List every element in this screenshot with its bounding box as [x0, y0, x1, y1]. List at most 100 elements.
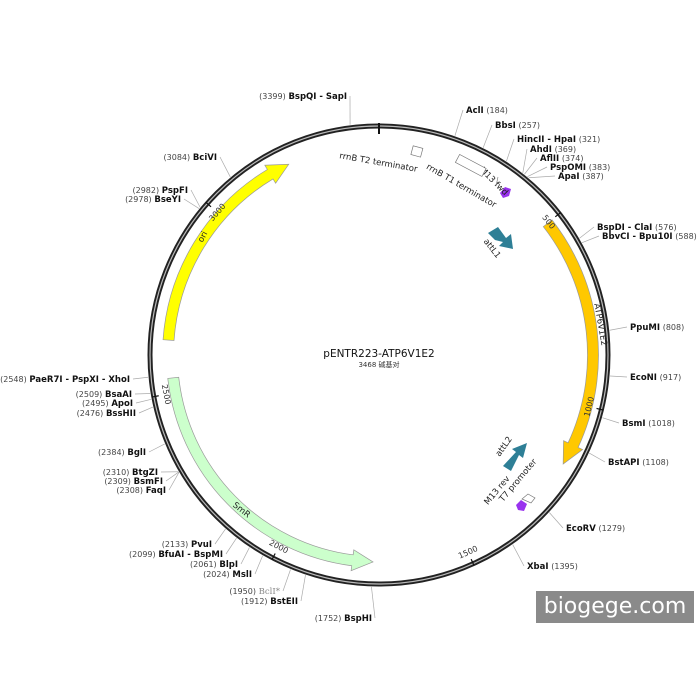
- restriction-site[interactable]: (2310) BtgZI: [103, 468, 179, 478]
- site-leader-line: [482, 124, 493, 148]
- restriction-site[interactable]: (2133) PvuI: [162, 528, 226, 550]
- site-label[interactable]: (1912) BstEII: [241, 597, 298, 607]
- site-position: (1018): [648, 419, 675, 428]
- site-label[interactable]: (2476) BssHII: [77, 409, 136, 419]
- restriction-site[interactable]: (2308) FaqI: [116, 472, 180, 496]
- restriction-site[interactable]: PspOMI (383): [527, 163, 610, 177]
- feature-attl1[interactable]: attL1: [481, 227, 513, 261]
- restriction-site[interactable]: (3084) BciVI: [164, 153, 231, 178]
- site-label[interactable]: BbsI (257): [495, 121, 540, 131]
- feature-rrnb-t1-terminator[interactable]: rrnB T1 terminator: [424, 153, 498, 211]
- restriction-site[interactable]: AflII (374): [524, 154, 583, 175]
- site-position: (2133): [162, 540, 189, 549]
- site-name: AhdI: [530, 145, 552, 155]
- restriction-site[interactable]: (2309) BsmFI: [104, 471, 179, 487]
- restriction-site[interactable]: (2099) BfuAI - BspMI: [129, 537, 237, 560]
- site-label[interactable]: (2133) PvuI: [162, 540, 212, 550]
- restriction-site[interactable]: BspDI - ClaI (576): [579, 223, 677, 239]
- restriction-site[interactable]: (1950) BclI*: [229, 569, 291, 597]
- site-label[interactable]: (2509) BsaAI: [76, 390, 132, 400]
- site-position: (2061): [190, 560, 217, 569]
- site-label[interactable]: (2308) FaqI: [116, 486, 166, 496]
- site-label[interactable]: (2548) PaeR7I - PspXI - XhoI: [0, 375, 130, 385]
- feature-ori-arrow[interactable]: [162, 163, 290, 341]
- feature-m13-rev-shape[interactable]: [516, 500, 527, 511]
- restriction-site[interactable]: (2024) MslI: [203, 555, 263, 580]
- feature-m13-fwd-shape[interactable]: [500, 187, 511, 198]
- restriction-site[interactable]: BsmI (1018): [602, 417, 675, 429]
- restriction-site[interactable]: ApaI (387): [528, 172, 604, 182]
- site-position: (2495): [82, 399, 109, 408]
- restriction-site[interactable]: (3399) BspQI - SapI: [259, 92, 351, 125]
- restriction-site[interactable]: EcoNI (917): [610, 373, 681, 383]
- tick-mark: [271, 553, 276, 560]
- site-label[interactable]: AclI (184): [466, 106, 508, 116]
- site-label[interactable]: (2099) BfuAI - BspMI: [129, 550, 223, 560]
- restriction-site[interactable]: (2982) PspFI: [132, 186, 201, 208]
- site-label[interactable]: EcoRV (1279): [566, 524, 625, 534]
- restriction-site[interactable]: AclI (184): [454, 106, 508, 136]
- restriction-site[interactable]: (2978) BseYI: [125, 195, 200, 209]
- site-label[interactable]: ApaI (387): [558, 172, 604, 182]
- tick-label: 1500: [457, 544, 479, 561]
- site-position: (2024): [203, 570, 230, 579]
- restriction-site[interactable]: HincII - HpaI (321): [506, 135, 600, 162]
- site-position: (576): [655, 223, 677, 232]
- site-name: BssHII: [106, 409, 136, 419]
- feature-t7-promoter-shape[interactable]: [521, 493, 536, 504]
- site-label[interactable]: (2384) BglI: [98, 448, 146, 458]
- restriction-site[interactable]: (2384) BglI: [98, 443, 165, 458]
- restriction-site[interactable]: (2509) BsaAI: [76, 390, 151, 400]
- site-label[interactable]: BspDI - ClaI (576): [597, 223, 677, 233]
- feature-rrnb-t2-terminator[interactable]: rrnB T2 terminator: [339, 145, 424, 175]
- restriction-site[interactable]: (2495) ApoI: [82, 398, 152, 409]
- site-label[interactable]: (2495) ApoI: [82, 399, 133, 409]
- restriction-site[interactable]: PpuMI (808): [609, 323, 685, 333]
- site-label[interactable]: (1950) BclI*: [229, 587, 280, 597]
- restriction-site[interactable]: BbsI (257): [482, 121, 540, 148]
- site-label[interactable]: AflII (374): [540, 154, 583, 164]
- restriction-site[interactable]: BstAPI (1108): [589, 452, 669, 468]
- restriction-site[interactable]: (2476) BssHII: [77, 406, 154, 419]
- site-label[interactable]: (2982) PspFI: [132, 186, 188, 196]
- site-label[interactable]: (2061) BlpI: [190, 560, 238, 570]
- restriction-site[interactable]: (2061) BlpI: [190, 547, 250, 570]
- site-label[interactable]: AhdI (369): [530, 145, 576, 155]
- site-label[interactable]: XbaI (1395): [527, 562, 578, 572]
- site-name: PspFI: [162, 186, 188, 196]
- site-label[interactable]: BsmI (1018): [622, 419, 675, 429]
- site-label[interactable]: (2310) BtgZI: [103, 468, 158, 478]
- site-label[interactable]: (2309) BsmFI: [104, 477, 163, 487]
- site-label[interactable]: PspOMI (383): [550, 163, 610, 173]
- restriction-site[interactable]: EcoRV (1279): [549, 512, 625, 534]
- feature-rrnb-t1-terminator-shape[interactable]: [454, 153, 487, 177]
- site-label[interactable]: (1752) BspHI: [315, 614, 372, 624]
- restriction-site[interactable]: BbvCI - Bpu10I (588): [581, 232, 697, 243]
- site-label[interactable]: (3084) BciVI: [164, 153, 217, 163]
- site-label[interactable]: (3399) BspQI - SapI: [259, 92, 347, 102]
- feature-rrnb-t2-terminator-shape[interactable]: [410, 145, 424, 158]
- restriction-site[interactable]: (1912) BstEII: [241, 574, 306, 607]
- feature-attl2-shape[interactable]: [503, 443, 527, 471]
- feature-smr-arrow[interactable]: [167, 376, 374, 572]
- site-label[interactable]: (2024) MslI: [203, 570, 252, 580]
- restriction-site[interactable]: AhdI (369): [522, 145, 576, 174]
- site-label[interactable]: PpuMI (808): [630, 323, 684, 333]
- site-label[interactable]: HincII - HpaI (321): [517, 135, 600, 145]
- feature-attl1-shape[interactable]: [488, 227, 513, 249]
- site-label[interactable]: (2978) BseYI: [125, 195, 181, 205]
- restriction-site[interactable]: XbaI (1395): [512, 544, 578, 572]
- site-label[interactable]: BstAPI (1108): [608, 458, 669, 468]
- site-leader-line: [522, 148, 528, 174]
- feature-atp6v1e2-arrow[interactable]: [542, 219, 599, 465]
- tick-mark: [596, 407, 604, 411]
- site-name: AflII: [540, 154, 559, 164]
- site-name: ApaI: [558, 172, 580, 182]
- site-label[interactable]: BbvCI - Bpu10I (588): [602, 232, 697, 242]
- site-label[interactable]: EcoNI (917): [630, 373, 681, 383]
- feature-attl2[interactable]: attL2: [494, 435, 527, 471]
- restriction-site[interactable]: (1752) BspHI: [315, 586, 376, 624]
- site-leader-line: [138, 406, 154, 414]
- restriction-site[interactable]: (2548) PaeR7I - PspXI - XhoI: [0, 375, 149, 385]
- site-name: AclI: [466, 106, 484, 116]
